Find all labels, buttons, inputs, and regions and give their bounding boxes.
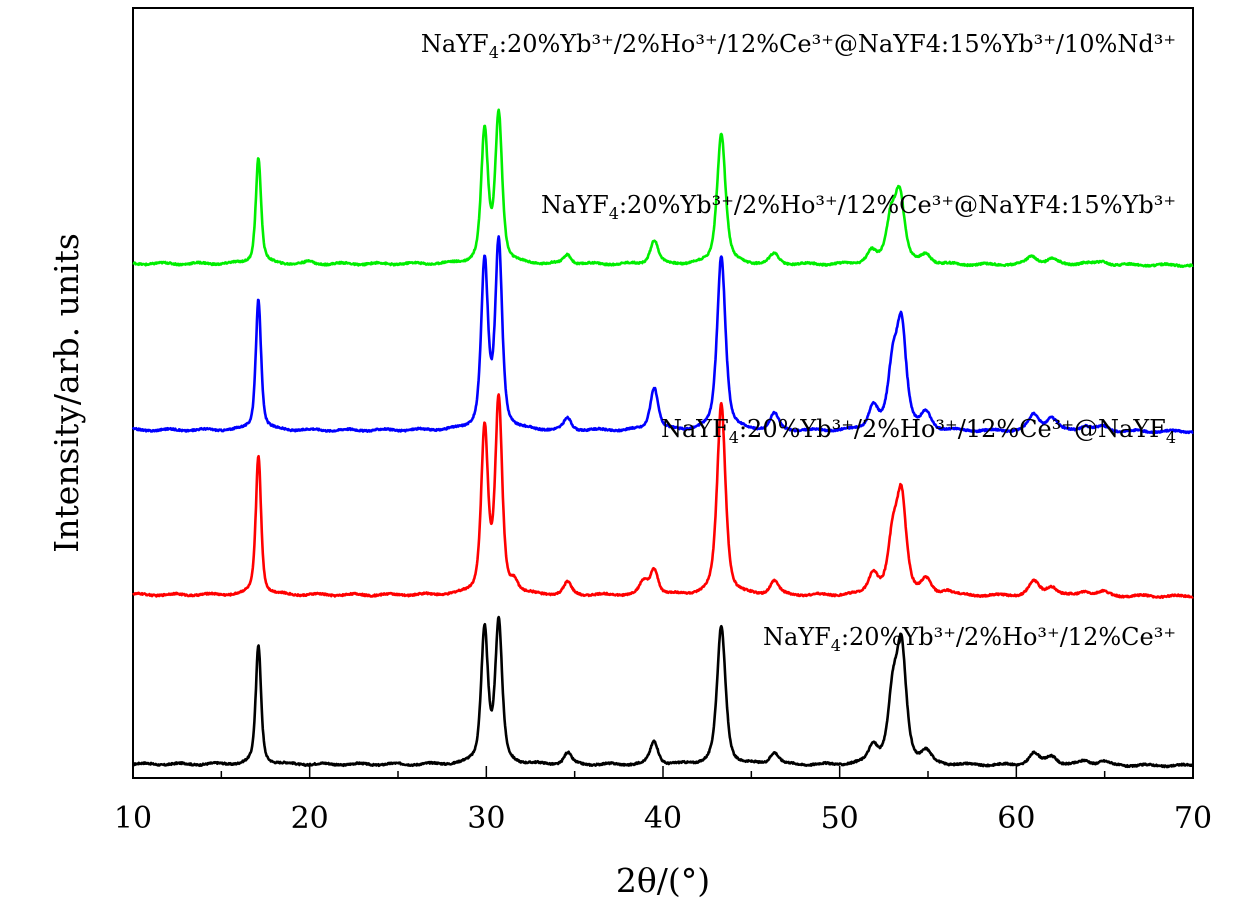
series-label-1: NaYF4:20%Yb³⁺/2%Ho³⁺/12%Ce³⁺	[763, 623, 1176, 655]
series-label-4: NaYF4:20%Yb³⁺/2%Ho³⁺/12%Ce³⁺@NaYF4:15%Yb…	[421, 30, 1176, 62]
x-axis: 10 20 30 40 50 60 70	[114, 766, 1212, 836]
series-trace-4	[132, 108, 1194, 269]
x-tick-label: 70	[1174, 801, 1212, 836]
x-tick-label: 60	[997, 801, 1035, 836]
series-label-2: NaYF4:20%Yb³⁺/2%Ho³⁺/12%Ce³⁺@NaYF4	[661, 415, 1176, 447]
series-layer	[131, 108, 1194, 769]
series-trace-2	[132, 393, 1194, 600]
series-trace-3	[131, 235, 1194, 435]
y-axis-label: Intensity/arb. units	[47, 233, 86, 553]
plot-area-frame	[132, 7, 1194, 779]
x-tick-label: 20	[291, 801, 329, 836]
series-labels: NaYF4:20%Yb³⁺/2%Ho³⁺/12%Ce³⁺ NaYF4:20%Yb³…	[421, 30, 1176, 655]
series-label-3: NaYF4:20%Yb³⁺/2%Ho³⁺/12%Ce³⁺@NaYF4:15%Yb…	[541, 191, 1176, 223]
x-tick-label: 40	[644, 801, 682, 836]
series-trace-1	[132, 615, 1194, 769]
x-tick-label: 10	[114, 801, 152, 836]
x-tick-label: 50	[821, 801, 859, 836]
x-axis-label: 2θ/(°)	[616, 861, 710, 900]
x-tick-label: 30	[467, 801, 505, 836]
